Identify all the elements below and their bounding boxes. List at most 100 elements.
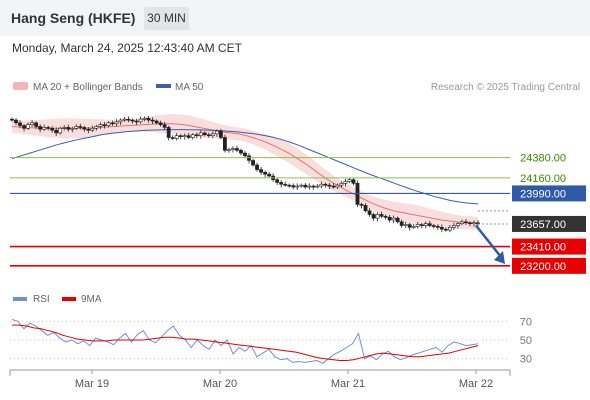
ma50-legend-label: MA 50 xyxy=(175,82,204,93)
candle-body xyxy=(154,120,159,124)
ma50-line xyxy=(11,129,479,205)
pivot-label: 23990.00 xyxy=(520,188,566,200)
candle-body xyxy=(138,118,143,123)
candle-body xyxy=(343,181,348,184)
candle-body xyxy=(351,179,356,184)
candle-body xyxy=(472,222,476,225)
candle-body xyxy=(315,185,320,188)
candle-body xyxy=(170,137,175,139)
datetime-label: Monday, March 24, 2025 12:43:40 AM CET xyxy=(12,41,242,55)
candle-body xyxy=(98,124,103,127)
candle-body xyxy=(110,122,115,125)
candle-body xyxy=(70,128,75,130)
candle-body xyxy=(194,134,199,137)
candle-body xyxy=(231,148,235,150)
candle-body xyxy=(34,122,39,127)
rsi-plot: 70 50 30 xyxy=(10,316,532,366)
candle-body xyxy=(78,126,83,128)
candle-body xyxy=(275,179,280,183)
forecast-arrowhead xyxy=(494,251,505,264)
candle-body xyxy=(223,137,227,151)
candle-body xyxy=(58,128,63,134)
candle-body xyxy=(46,127,51,129)
rsi-legend-label: RSI xyxy=(33,294,50,305)
last-price-label: 23657.00 xyxy=(520,219,566,231)
level-lines: 24380.00 24160.00 23990.00 23657.00 23410.00… xyxy=(10,153,586,274)
candle-body xyxy=(54,129,59,134)
candle-body xyxy=(150,119,155,122)
candle-body xyxy=(464,221,468,224)
last-price-box xyxy=(512,215,586,232)
candle-body xyxy=(399,221,404,226)
candle-body xyxy=(267,173,272,177)
candle-body xyxy=(114,121,119,125)
candle-body xyxy=(218,130,223,138)
candle-body xyxy=(468,222,472,225)
candle-body xyxy=(227,149,231,151)
candle-body xyxy=(403,224,408,226)
candle-body xyxy=(375,214,380,219)
candle-body xyxy=(134,120,139,123)
candle-body xyxy=(122,118,127,121)
candle-body xyxy=(50,128,55,131)
candle-body xyxy=(411,226,416,228)
candle-body xyxy=(295,185,300,188)
candle-body xyxy=(303,184,308,188)
candle-body xyxy=(30,122,34,125)
resistance-label: 24380.00 xyxy=(520,153,566,165)
candle-body xyxy=(190,134,195,138)
candle-body xyxy=(323,183,328,186)
candle-body xyxy=(206,134,211,137)
candle-body xyxy=(415,224,420,227)
rsi-tick-label: 30 xyxy=(520,354,532,366)
candle-body xyxy=(327,184,332,187)
candle-body xyxy=(255,164,259,170)
candle-body xyxy=(319,183,324,187)
candle-body xyxy=(287,184,292,187)
candle-body xyxy=(423,223,428,226)
candle-body xyxy=(451,225,456,228)
candle-body xyxy=(90,128,95,131)
candle-body xyxy=(367,210,372,215)
candle-body xyxy=(66,127,71,130)
candle-body xyxy=(22,125,26,129)
candle-body xyxy=(259,169,263,173)
candle-body xyxy=(14,119,18,124)
candle-body xyxy=(198,132,203,136)
candle-body xyxy=(38,126,43,130)
candle-body xyxy=(202,132,207,136)
candle-body xyxy=(263,172,267,175)
pivot-label-box xyxy=(512,185,586,202)
candle-body xyxy=(94,126,99,129)
x-axis: Mar 19 Mar 20 Mar 21 Mar 22 xyxy=(9,370,511,390)
candle-body xyxy=(86,128,91,131)
timeframe-button[interactable]: 30 MIN xyxy=(144,7,189,30)
candle-body xyxy=(427,223,432,226)
candle-body xyxy=(142,117,147,120)
candle-body xyxy=(162,124,167,128)
candle-body xyxy=(42,127,47,130)
x-axis-label: Mar 21 xyxy=(331,378,365,390)
support-label-box xyxy=(512,238,586,255)
candle-body xyxy=(251,160,255,166)
support-label-box xyxy=(512,257,586,274)
support-label: 23410.00 xyxy=(520,242,566,254)
bollinger-band xyxy=(12,114,478,230)
forecast-arrow-shaft xyxy=(475,224,502,258)
candle-body xyxy=(146,117,151,121)
candle-body xyxy=(74,126,79,129)
candle-body xyxy=(239,150,243,154)
candle-body xyxy=(186,135,191,138)
chart-header: Hang Seng (HKFE) 30 MIN xyxy=(0,0,590,36)
candle-body xyxy=(291,185,296,188)
candle-body xyxy=(214,130,219,135)
candle-body xyxy=(335,184,340,188)
candle-body xyxy=(311,185,316,188)
candle-body xyxy=(391,217,396,221)
candle-body xyxy=(182,135,187,137)
rsi-tick-label: 70 xyxy=(520,316,532,328)
candle-body xyxy=(339,183,344,186)
candle-body xyxy=(10,118,14,121)
candle-body xyxy=(62,127,67,129)
rsi-tick-label: 50 xyxy=(520,335,532,347)
